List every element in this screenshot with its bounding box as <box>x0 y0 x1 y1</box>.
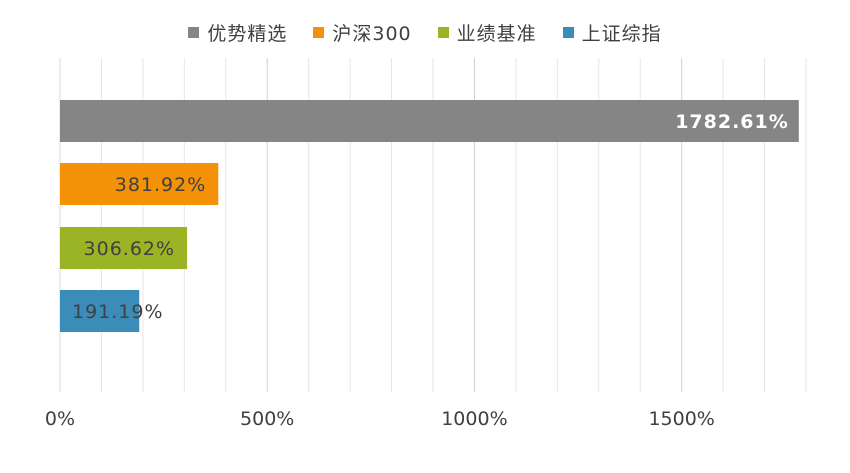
x-tick-label: 1000% <box>441 408 507 430</box>
legend-item: 沪深300 <box>313 19 411 46</box>
legend-item: 上证综指 <box>562 19 662 46</box>
x-tick-label: 500% <box>240 408 294 430</box>
bar <box>60 100 799 142</box>
data-label: 1782.61% <box>675 111 789 133</box>
legend-swatch <box>437 26 449 38</box>
legend-swatch <box>188 26 200 38</box>
data-label: 381.92% <box>115 174 207 196</box>
legend-label: 上证综指 <box>581 22 662 45</box>
chart-legend: 优势精选 沪深300 业绩基准 上证综指 <box>0 18 850 46</box>
x-tick-label: 0% <box>45 408 75 430</box>
data-label: 306.62% <box>84 238 176 260</box>
legend-swatch <box>313 26 325 38</box>
x-tick-label: 1500% <box>648 408 714 430</box>
legend-swatch <box>562 26 574 38</box>
legend-label: 优势精选 <box>207 22 288 45</box>
legend-item: 优势精选 <box>188 19 287 46</box>
data-label: 191.19% <box>72 301 164 323</box>
legend-item: 业绩基准 <box>437 19 537 46</box>
legend-label: 沪深300 <box>332 22 412 45</box>
bar <box>60 290 140 332</box>
bar <box>60 227 188 269</box>
bar <box>60 163 219 205</box>
legend-label: 业绩基准 <box>456 22 537 45</box>
